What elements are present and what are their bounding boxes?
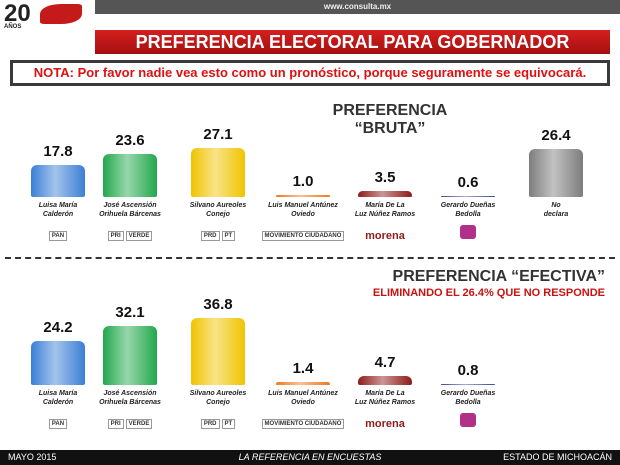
value-label: 23.6: [115, 131, 145, 149]
party-logo: [460, 413, 476, 427]
value-label: 1.0: [292, 173, 314, 191]
bar: [103, 326, 157, 385]
party-logo: PAN: [48, 418, 68, 429]
bar: [358, 190, 412, 197]
logos: morena: [340, 415, 430, 433]
logos: PRI VERDE: [85, 415, 175, 433]
note-text: NOTA: Por favor nadie vea esto como un p…: [33, 65, 587, 80]
bar: [529, 148, 583, 197]
title-banner: PREFERENCIA ELECTORAL PARA GOBERNADOR: [95, 30, 610, 54]
bar: [441, 383, 495, 385]
note: NOTA: Por favor nadie vea esto como un p…: [10, 60, 610, 86]
logos: PAN: [13, 415, 103, 433]
bar: [191, 317, 245, 385]
category-label: María De La Luz Núñez Ramos: [354, 202, 416, 218]
footer-right: ESTADO DE MICHOACÁN: [503, 452, 612, 462]
chart-title: PREFERENCIA “EFECTIVA”: [392, 268, 605, 285]
bar: [31, 340, 85, 385]
chart-title: PREFERENCIA “BRUTA”: [332, 102, 448, 137]
party-logo: PAN: [48, 230, 68, 241]
category-label: María De La Luz Núñez Ramos: [354, 390, 416, 406]
value-label: 24.2: [43, 318, 73, 336]
site: www.consulta.mx: [323, 2, 392, 11]
value-label: 0.8: [457, 361, 479, 379]
category-label: No declara: [543, 202, 569, 218]
party-logo: PRD: [200, 418, 220, 429]
category-label: Silvano Aureoles Conejo: [189, 202, 247, 218]
party-logo: VERDE: [125, 230, 153, 241]
bar: [103, 153, 157, 197]
party-logo: PRI: [107, 230, 124, 241]
category-label: Luisa María Calderón: [38, 390, 78, 406]
party-logo: morena: [363, 228, 407, 243]
party-logo: VERDE: [125, 418, 153, 429]
footer-center: LA REFERENCIA EN ENCUESTAS: [238, 452, 382, 462]
value-label: 1.4: [292, 360, 314, 378]
party-logo: PRD: [200, 230, 220, 241]
party-logo: PT: [221, 418, 236, 429]
party-logo: MOVIMIENTO CIUDADANO: [261, 418, 345, 429]
category-label: José Ascensión Orihuela Bárcenas: [99, 202, 161, 218]
logo-number: 20: [4, 0, 31, 27]
title: PREFERENCIA ELECTORAL PARA GOBERNADOR: [135, 32, 570, 52]
bar: [276, 195, 330, 197]
bar: [358, 376, 412, 385]
site-bar: www.consulta.mx: [95, 0, 620, 14]
bar: [31, 164, 85, 197]
value-label: 26.4: [541, 126, 571, 144]
footer: MAYO 2015 LA REFERENCIA EN ENCUESTAS EST…: [0, 450, 620, 465]
category-label: Luisa María Calderón: [38, 202, 78, 218]
category-label: Gerardo Dueñas Bedolla: [440, 202, 496, 218]
party-logo: [460, 225, 476, 239]
value-label: 4.7: [374, 354, 396, 372]
value-label: 3.5: [374, 168, 396, 186]
value-label: 0.6: [457, 173, 479, 191]
category-label: José Ascensión Orihuela Bárcenas: [99, 390, 161, 406]
party-logo: PT: [221, 230, 236, 241]
category-label: Gerardo Dueñas Bedolla: [440, 390, 496, 406]
logo-sub: AÑOS: [4, 24, 22, 30]
logo: 20 AÑOS: [0, 0, 90, 30]
value-label: 17.8: [43, 142, 73, 160]
value-label: 32.1: [115, 304, 145, 322]
category-label: Silvano Aureoles Conejo: [189, 390, 247, 406]
logo-icon: [40, 4, 82, 24]
value-label: 36.8: [203, 295, 233, 313]
party-logo: MOVIMIENTO CIUDADANO: [261, 230, 345, 241]
party-logo: morena: [363, 416, 407, 431]
bar: [441, 195, 495, 197]
footer-left: MAYO 2015: [8, 452, 57, 462]
separator: [5, 257, 615, 259]
bar: [276, 382, 330, 385]
logos: PAN: [13, 227, 103, 245]
chart-subtitle: ELIMINANDO EL 26.4% QUE NO RESPONDE: [372, 287, 605, 299]
logos: MOVIMIENTO CIUDADANO: [258, 227, 348, 245]
bar: [191, 147, 245, 197]
party-logo: PRI: [107, 418, 124, 429]
logos: PRD PT: [173, 415, 263, 433]
category-label: Luis Manuel Antúnez Oviedo: [268, 202, 338, 218]
logos: morena: [340, 227, 430, 245]
logos: MOVIMIENTO CIUDADANO: [258, 415, 348, 433]
logos: PRI VERDE: [85, 227, 175, 245]
value-label: 27.1: [203, 125, 233, 143]
logos: PRD PT: [173, 227, 263, 245]
category-label: Luis Manuel Antúnez Oviedo: [268, 390, 338, 406]
